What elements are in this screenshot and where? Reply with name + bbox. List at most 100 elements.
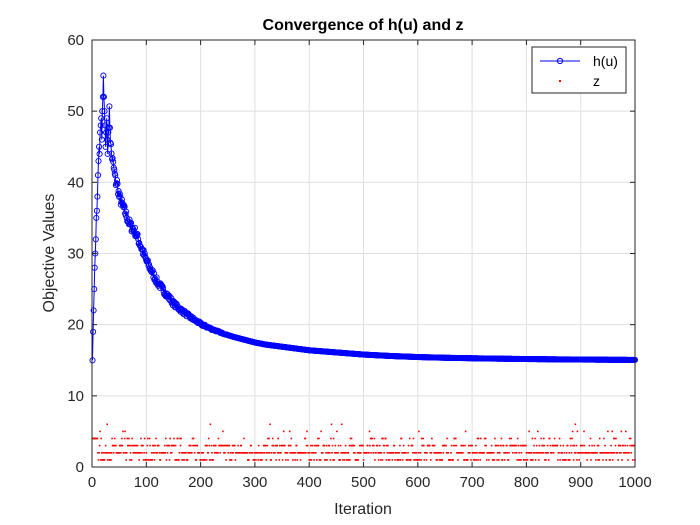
z-point [520,452,523,454]
z-point [169,452,172,454]
z-point [398,459,400,461]
z-point [187,452,190,454]
z-point [255,459,257,461]
z-point [243,437,245,440]
z-point [276,452,279,454]
z-point [544,452,547,454]
z-point [322,452,324,454]
z-point [349,437,352,440]
z-point [267,452,270,454]
z-point [576,430,579,433]
z-point [515,444,517,447]
z-point [484,444,486,447]
hu-point [97,122,104,129]
z-point [181,459,184,461]
z-point [315,444,318,447]
z-point [313,459,315,461]
z-point [152,444,154,447]
z-point [123,452,125,454]
z-point [239,452,241,454]
z-point [97,459,100,461]
z-point [174,459,176,461]
z-point [335,452,338,454]
z-point [434,452,437,454]
z-point [453,437,456,440]
z-point [615,437,617,440]
z-point [602,452,605,454]
z-point [334,444,337,447]
z-point [479,459,481,461]
z-point [212,459,214,461]
z-point [270,452,273,454]
z-point [108,452,110,454]
z-point [572,444,574,447]
z-point [562,459,564,461]
z-point [369,444,371,447]
z-point [383,444,386,447]
z-point [125,459,127,461]
z-point [624,444,626,447]
z-point [346,459,348,461]
z-point [438,452,440,454]
z-point [613,452,616,454]
z-point [598,459,600,461]
z-point [358,452,360,454]
z-point [165,437,167,440]
z-point [461,444,464,447]
z-point [557,459,559,461]
z-point [376,444,379,447]
z-point [503,459,506,461]
z-point [610,452,613,454]
z-point [368,430,371,433]
y-tick-label: 0 [76,459,84,476]
z-point [387,444,389,447]
z-point [337,444,340,447]
hu-point [104,136,111,143]
z-point [629,437,632,440]
z-point [441,459,443,461]
z-point [596,452,598,454]
z-point [613,437,615,440]
z-point [585,452,588,454]
z-point [477,437,480,440]
z-point [464,444,466,447]
z-point [381,459,384,461]
z-point [447,452,449,454]
z-point [332,459,334,461]
z-point [312,452,315,454]
z-point [382,437,384,440]
hu-point [110,158,117,165]
z-point [621,459,623,461]
z-point [270,459,272,461]
x-tick-label: 100 [134,474,159,491]
z-point [274,452,276,454]
z-point [598,437,601,440]
z-point [171,452,173,454]
z-point [198,452,201,454]
z-point [306,444,309,447]
z-point [98,452,100,454]
z-point [310,459,313,461]
z-point [487,452,490,454]
y-tick-label: 20 [67,317,84,334]
z-point [166,452,169,454]
z-point [497,444,499,447]
hu-point [90,307,97,314]
z-point [559,459,561,461]
z-point [128,437,130,440]
y-tick-label: 50 [67,103,84,120]
z-point [295,444,298,447]
z-point [522,459,525,461]
z-point [519,444,522,447]
hu-point [109,155,116,162]
z-point [281,459,284,461]
z-point [492,459,495,461]
z-point [150,452,153,454]
z-point [159,459,162,461]
z-point [190,444,192,447]
z-point [546,452,548,454]
z-point [307,452,310,454]
z-point [371,444,374,447]
z-point [409,459,412,461]
z-point [508,437,511,440]
